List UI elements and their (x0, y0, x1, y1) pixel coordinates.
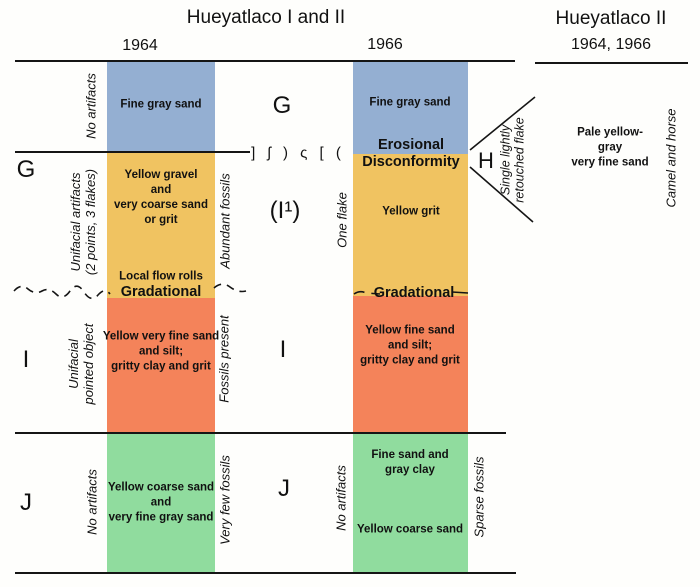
unit-i-mid: I (279, 336, 287, 363)
top-boundary-line (15, 60, 515, 62)
label-1966-yellow-coarse-sand: Yellow coarse sand (356, 523, 464, 536)
column-1966-header: 1966 (367, 36, 403, 53)
unit-g-left: G (16, 156, 36, 183)
label-1966-fine-gray-sand: Fine gray sand (369, 96, 451, 109)
gradational-wavy-dash-right (213, 283, 247, 293)
right-section-title: Hueyatlaco II (555, 8, 667, 29)
annotation-single-retouched-flake: Single lightly retouched flake (498, 117, 527, 203)
annotation-1964-unifacial-artifacts: Unifacial artifacts (2 points, 3 flakes) (68, 168, 98, 276)
label-1964-yellow-gravel: Yellow gravel and very coarse sand or gr… (114, 169, 208, 226)
layer-1964-yellow-silt (107, 298, 215, 433)
unit-g-mid: G (272, 92, 292, 119)
left-section-title: Hueyatlaco I and II (186, 7, 346, 28)
label-1966-fine-sand-gray-clay: Fine sand and gray clay (371, 449, 449, 476)
label-pale-yellow-gray-sand: Pale yellow-gray very fine sand (571, 126, 649, 169)
label-1966-disconformity: Disconformity (362, 154, 460, 170)
hueyatlaco2-top-line (535, 62, 688, 64)
bottom-boundary-line (15, 572, 516, 574)
gradational-wavy-dash-left (13, 285, 111, 300)
annotation-1964-fossils-present: Fossils present (216, 315, 232, 403)
label-1964-local-flow-rolls: Local flow rolls (119, 270, 203, 283)
erosional-break-symbols: ] ʃ ) ς [ ( (251, 144, 345, 162)
unit-i1-mid: (I¹) (269, 197, 301, 224)
label-1966-erosional: Erosional (377, 137, 445, 153)
layer-1966-yellow-silt (353, 296, 468, 433)
annotation-1966-one-flake: One flake (334, 192, 350, 248)
g-h-boundary-line (15, 151, 250, 153)
label-1964-fine-gray-sand: Fine gray sand (120, 98, 202, 111)
i-j-boundary-line (15, 432, 506, 434)
layer-1964-fine-gray-sand (107, 61, 215, 153)
unit-h: H (478, 148, 494, 173)
right-section-years: 1964, 1966 (570, 36, 652, 53)
annotation-1964-abundant-fossils: Abundant fossils (217, 173, 233, 269)
unit-j-left: J (20, 489, 32, 516)
annotation-1964-very-few-fossils: Very few fossils (217, 455, 233, 545)
column-1964-header: 1964 (122, 37, 158, 54)
label-1964-gradational: Gradational (120, 284, 202, 300)
layer-1966-fine-gray-sand (353, 61, 468, 154)
annotation-1966-sparse-fossils: Sparse fossils (471, 456, 487, 538)
annotation-1964-no-artifacts-g: No artifacts (83, 73, 99, 139)
label-1964-yellow-silt: Yellow very fine sand and silt; gritty c… (102, 330, 220, 373)
annotation-1964-unifacial-pointed-object: Unifacial pointed object (66, 323, 96, 405)
unit-j-mid: J (278, 475, 290, 502)
annotation-camel-and-horse: Camel and horse (663, 108, 679, 208)
label-1966-yellow-silt: Yellow fine sand and silt; gritty clay a… (360, 324, 460, 367)
label-1964-coarse-sand: Yellow coarse sand and very fine gray sa… (107, 481, 215, 524)
layer-1964-yellow-gravel (107, 153, 215, 298)
layer-1966-coarse-sand (353, 433, 468, 572)
label-1966-yellow-grit: Yellow grit (382, 205, 440, 218)
label-1966-gradational: Gradational (373, 285, 455, 301)
annotation-1966-no-artifacts-j: No artifacts (333, 465, 349, 531)
unit-i-left: I (22, 346, 30, 373)
layer-1964-coarse-sand (107, 433, 215, 572)
annotation-1964-no-artifacts-j: No artifacts (84, 469, 100, 535)
layer-1966-yellow-grit (353, 154, 468, 296)
